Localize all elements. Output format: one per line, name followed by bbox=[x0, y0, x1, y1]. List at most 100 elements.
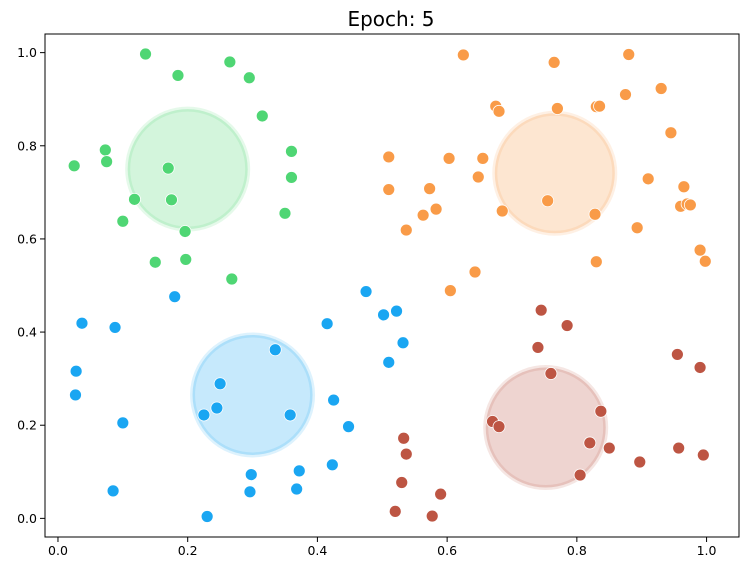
point-s2-10 bbox=[69, 364, 83, 378]
point-s3-8 bbox=[492, 420, 506, 434]
point-s2-6 bbox=[390, 304, 403, 318]
point-s0-13 bbox=[278, 206, 292, 220]
point-s0-3 bbox=[242, 71, 256, 85]
centroid-0 bbox=[125, 106, 251, 232]
point-s1-3 bbox=[654, 82, 668, 95]
point-s1-16 bbox=[677, 180, 691, 194]
point-s3-16 bbox=[573, 468, 587, 482]
point-s0-8 bbox=[161, 161, 175, 175]
point-s1-6 bbox=[550, 102, 564, 115]
y-tick-label-1: 0.2 bbox=[17, 418, 37, 433]
point-s1-13 bbox=[476, 151, 490, 165]
centroid-layer bbox=[125, 106, 618, 491]
point-s1-17 bbox=[382, 183, 396, 196]
point-s0-0 bbox=[139, 47, 152, 61]
point-s3-5 bbox=[544, 367, 558, 380]
point-s3-12 bbox=[672, 441, 686, 455]
point-s2-20 bbox=[292, 464, 306, 478]
x-tick-label-0: 0.0 bbox=[48, 543, 68, 558]
point-s2-2 bbox=[75, 316, 89, 330]
point-s1-28 bbox=[630, 221, 644, 235]
points-layer bbox=[67, 47, 712, 523]
y-tick-label-4: 0.8 bbox=[17, 138, 37, 153]
point-s2-19 bbox=[325, 458, 339, 472]
point-s2-14 bbox=[210, 401, 224, 415]
point-s3-1 bbox=[560, 319, 574, 332]
point-s3-0 bbox=[534, 303, 548, 317]
point-s2-1 bbox=[359, 285, 373, 298]
x-tick-label-2: 0.4 bbox=[307, 543, 327, 558]
point-s2-12 bbox=[69, 388, 82, 402]
point-s3-11 bbox=[602, 441, 616, 455]
point-s0-7 bbox=[100, 155, 114, 169]
point-s1-23 bbox=[495, 204, 509, 218]
point-s2-0 bbox=[168, 290, 182, 304]
point-s0-6 bbox=[98, 143, 112, 157]
point-s0-18 bbox=[225, 272, 239, 286]
point-s1-22 bbox=[683, 198, 697, 212]
point-s2-5 bbox=[377, 308, 390, 322]
point-s0-12 bbox=[165, 193, 178, 207]
point-s1-0 bbox=[456, 48, 470, 62]
point-s0-1 bbox=[171, 69, 185, 82]
point-s1-2 bbox=[622, 48, 636, 61]
point-s0-11 bbox=[128, 192, 141, 206]
point-s2-24 bbox=[290, 482, 304, 496]
point-s1-27 bbox=[399, 223, 413, 237]
point-s1-18 bbox=[423, 182, 437, 196]
x-tick-label-5: 1.0 bbox=[697, 543, 717, 558]
point-s2-18 bbox=[342, 420, 355, 434]
point-s1-5 bbox=[492, 104, 506, 118]
point-s1-31 bbox=[698, 254, 712, 268]
y-tick-label-3: 0.6 bbox=[17, 231, 37, 246]
centroid-2 bbox=[190, 332, 316, 458]
point-s3-9 bbox=[397, 431, 411, 445]
x-tick-label-3: 0.6 bbox=[437, 543, 457, 558]
point-s0-16 bbox=[148, 255, 162, 269]
point-s1-25 bbox=[416, 208, 430, 222]
point-s3-14 bbox=[696, 448, 710, 462]
point-s3-15 bbox=[633, 455, 647, 469]
point-s2-15 bbox=[197, 408, 211, 422]
point-s2-7 bbox=[396, 336, 410, 350]
point-s1-8 bbox=[593, 99, 606, 113]
centroid-3 bbox=[483, 365, 609, 491]
point-s2-23 bbox=[243, 485, 257, 499]
point-s3-20 bbox=[425, 509, 439, 523]
point-s1-10 bbox=[664, 126, 678, 140]
x-axis: 0.0 0.2 0.4 0.6 0.8 1.0 bbox=[48, 537, 717, 558]
point-s1-1 bbox=[547, 56, 561, 69]
point-s0-5 bbox=[67, 159, 81, 173]
point-s2-21 bbox=[244, 468, 258, 481]
point-s0-10 bbox=[285, 171, 298, 184]
point-s3-19 bbox=[388, 504, 402, 518]
point-s2-25 bbox=[200, 510, 214, 523]
x-tick-label-4: 0.8 bbox=[567, 543, 587, 558]
y-tick-label-2: 0.4 bbox=[17, 325, 37, 340]
point-s2-22 bbox=[106, 484, 120, 498]
point-s3-18 bbox=[434, 487, 448, 501]
point-s2-17 bbox=[116, 416, 130, 430]
point-s2-8 bbox=[268, 343, 282, 357]
point-s0-9 bbox=[285, 144, 298, 158]
point-s1-15 bbox=[641, 172, 655, 186]
point-s3-13 bbox=[399, 447, 413, 461]
point-s2-11 bbox=[213, 377, 227, 391]
point-s1-19 bbox=[541, 194, 555, 208]
point-s3-3 bbox=[670, 348, 684, 361]
point-s1-30 bbox=[589, 255, 603, 269]
point-s3-6 bbox=[594, 404, 608, 418]
point-s3-2 bbox=[531, 341, 545, 354]
y-tick-label-5: 1.0 bbox=[17, 45, 37, 60]
point-s1-14 bbox=[471, 170, 485, 184]
point-s3-10 bbox=[583, 436, 597, 450]
point-s2-16 bbox=[283, 408, 297, 422]
axes-frame bbox=[44, 33, 740, 538]
point-s1-33 bbox=[443, 284, 457, 298]
point-s0-17 bbox=[179, 253, 193, 266]
point-s3-17 bbox=[395, 476, 409, 489]
point-s0-4 bbox=[255, 109, 269, 123]
point-s2-9 bbox=[382, 355, 396, 369]
x-tick-label-1: 0.2 bbox=[178, 543, 198, 558]
